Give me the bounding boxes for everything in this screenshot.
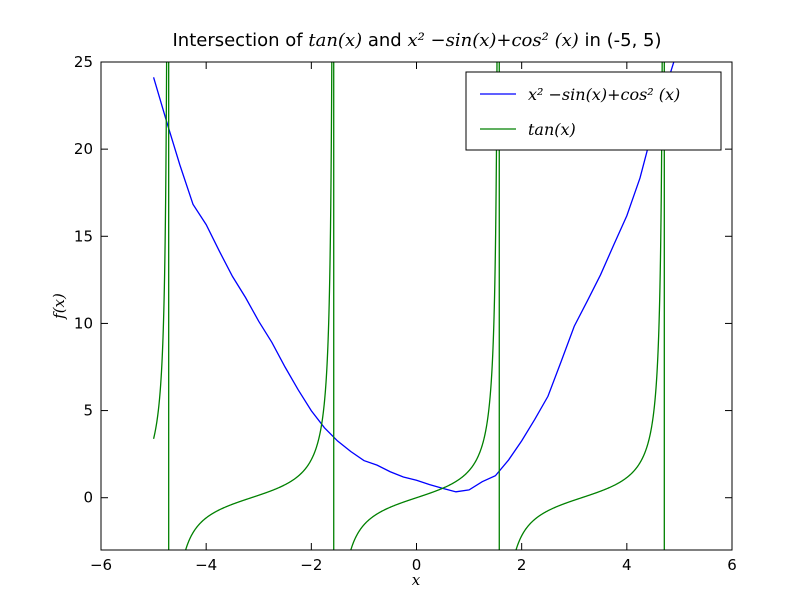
y-tick-label: 15 <box>74 227 93 245</box>
x-tick-label: −4 <box>195 556 217 574</box>
x-tick-label: 4 <box>622 556 632 574</box>
y-tick-label: 25 <box>74 53 93 71</box>
legend: x² −sin(x)+cos² (x) tan(x) <box>465 71 722 151</box>
x-tick-label: 6 <box>727 556 737 574</box>
series-layer <box>152 62 675 550</box>
tick-layer: −6 −4 −2 0 2 4 6 0 5 10 15 20 25 <box>74 53 737 574</box>
legend-box <box>465 71 722 151</box>
chart-title: Intersection of tan(x) and x² −sin(x)+co… <box>172 30 661 51</box>
x-tick-label: −2 <box>300 556 322 574</box>
x-axis-label: x <box>412 571 421 589</box>
y-axis-label: f(x) <box>50 293 68 320</box>
x-tick-label: −6 <box>90 556 112 574</box>
legend-label-series-1: x² −sin(x)+cos² (x) <box>528 85 680 104</box>
legend-label-series-2: tan(x) <box>528 120 576 139</box>
y-tick-label: 5 <box>83 402 93 420</box>
y-tick-label: 0 <box>83 489 93 507</box>
y-tick-label: 20 <box>74 140 93 158</box>
y-tick-label: 10 <box>74 314 93 332</box>
series-line-1 <box>152 62 675 493</box>
x-tick-label: 0 <box>412 556 422 574</box>
x-tick-label: 2 <box>517 556 527 574</box>
series-line-2 <box>152 62 665 550</box>
